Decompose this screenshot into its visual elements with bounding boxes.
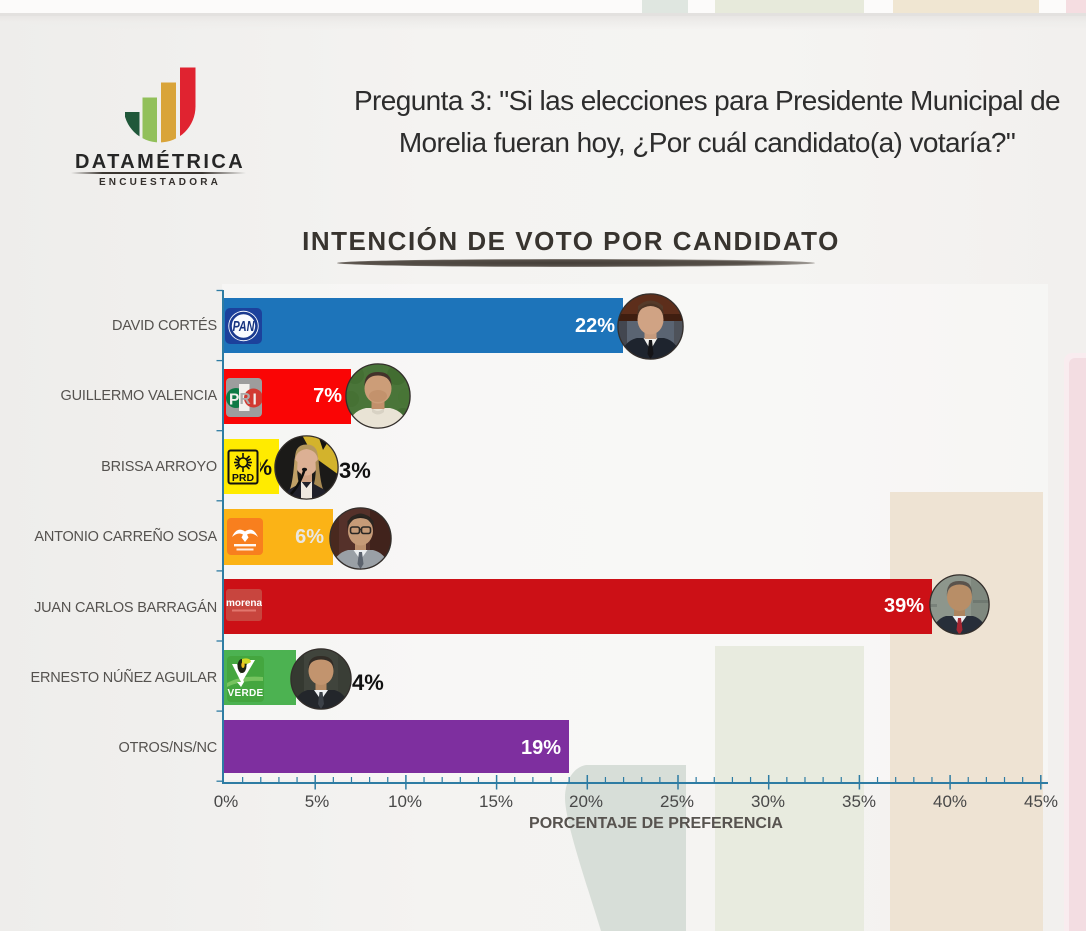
svg-text:morena: morena [226, 598, 262, 609]
svg-text:P: P [229, 392, 239, 409]
svg-text:VERDE: VERDE [228, 688, 264, 699]
svg-text:PAN: PAN [233, 317, 256, 334]
svg-text:PRD: PRD [232, 472, 255, 484]
svg-text:R: R [240, 391, 251, 408]
svg-text:I: I [253, 392, 257, 409]
